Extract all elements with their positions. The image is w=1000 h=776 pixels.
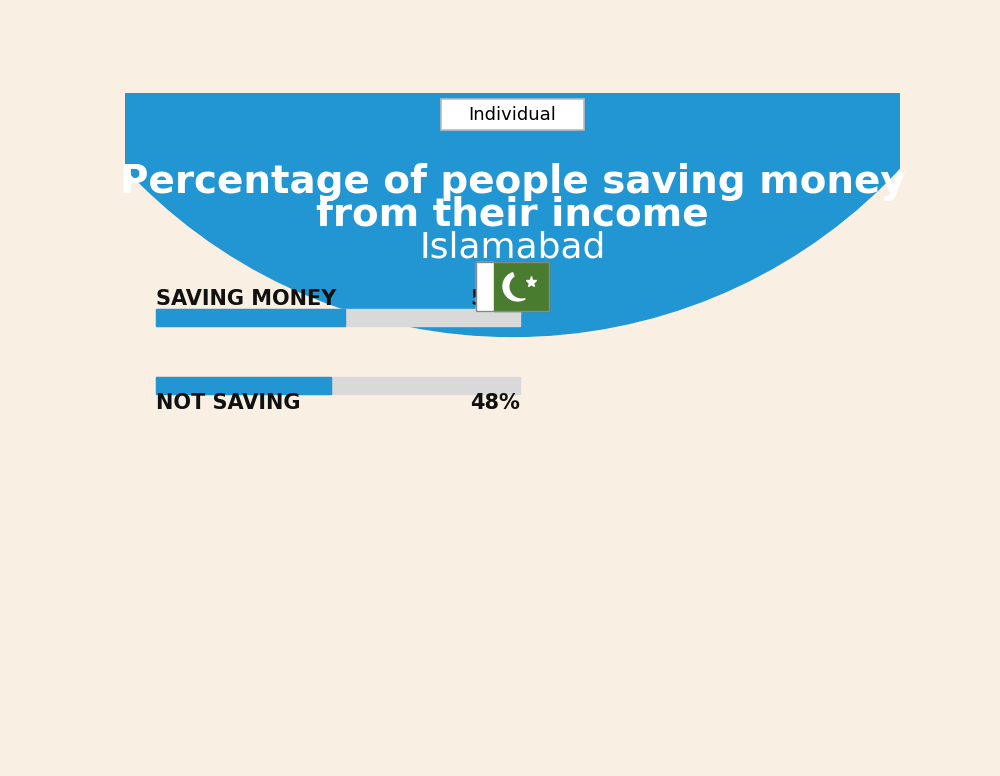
Circle shape [0,0,1000,337]
Bar [156,377,331,394]
Text: NOT SAVING: NOT SAVING [156,393,300,414]
Text: 48%: 48% [470,393,520,414]
Bar [156,377,520,394]
Text: Islamabad: Islamabad [419,231,606,265]
Bar [156,309,345,326]
Text: from their income: from their income [316,196,709,234]
Circle shape [510,275,533,298]
Text: Percentage of people saving money: Percentage of people saving money [120,164,905,202]
Text: SAVING MONEY: SAVING MONEY [156,289,336,310]
Bar [494,262,549,310]
FancyBboxPatch shape [441,99,584,130]
Wedge shape [503,272,525,301]
Text: Individual: Individual [469,106,556,123]
Bar [476,262,549,310]
Text: 52%: 52% [470,289,520,310]
Bar [476,262,494,310]
Bar [156,309,520,326]
